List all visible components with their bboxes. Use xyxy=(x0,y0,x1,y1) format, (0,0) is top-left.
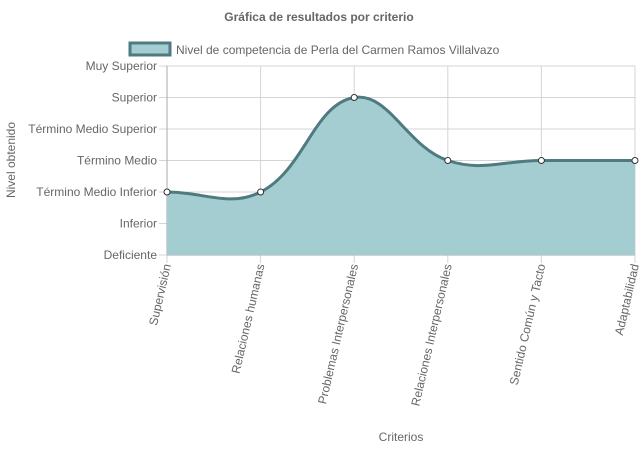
data-point[interactable] xyxy=(163,188,171,196)
x-tick-label: Adaptabilidad xyxy=(612,263,639,337)
y-tick-label: Inferior xyxy=(120,217,157,231)
y-tick-label: Término Medio Superior xyxy=(28,122,157,136)
data-point[interactable] xyxy=(257,188,265,196)
y-axis-label: Nivel obtenido xyxy=(4,122,18,198)
series-area xyxy=(163,94,639,255)
x-axis-ticks: Supervisión Relaciones humanas Problemas I… xyxy=(146,262,639,407)
x-tick-label: Problemas Interpersonales xyxy=(315,263,361,406)
legend-swatch[interactable] xyxy=(128,41,172,57)
series-area-fill xyxy=(167,97,635,255)
legend-label[interactable]: Nivel de competencia de Perla del Carmen… xyxy=(176,43,500,57)
y-axis-ticks: Deficiente Inferior Término Medio Inferior… xyxy=(28,59,157,262)
y-tick-label: Término Medio Inferior xyxy=(36,185,157,199)
legend[interactable]: Nivel de competencia de Perla del Carmen… xyxy=(128,41,500,57)
x-tick-label: Supervisión xyxy=(146,263,174,327)
y-tick-label: Muy Superior xyxy=(86,59,157,73)
x-tick-label: Sentido Común y Tacto xyxy=(507,262,549,386)
x-tick-label: Relaciones Interpersonales xyxy=(408,263,454,408)
data-point[interactable] xyxy=(444,157,452,164)
y-tick-label: Superior xyxy=(112,91,157,105)
data-point[interactable] xyxy=(350,94,358,101)
chart-title: Gráfica de resultados por criterio xyxy=(224,10,413,24)
data-point[interactable] xyxy=(537,157,545,164)
data-point[interactable] xyxy=(631,157,639,164)
y-tick-label: Término Medio xyxy=(77,154,157,168)
x-axis-label: Criterios xyxy=(379,430,424,444)
x-tick-label: Relaciones humanas xyxy=(229,263,268,375)
y-tick-label: Deficiente xyxy=(104,248,158,262)
